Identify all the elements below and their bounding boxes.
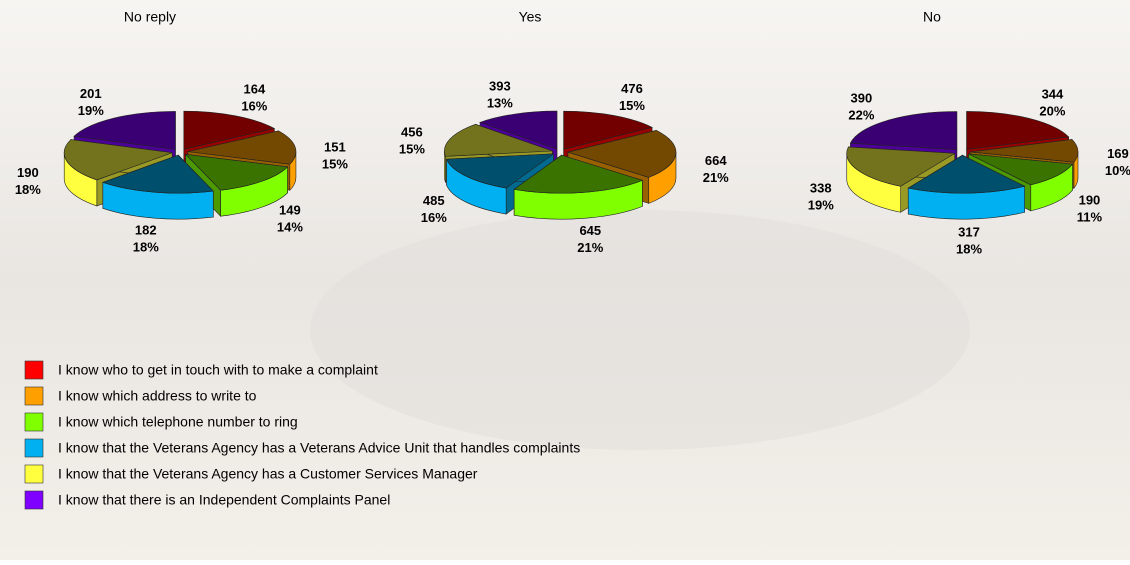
value-label: 201 bbox=[80, 86, 102, 101]
value-label: 190 bbox=[17, 165, 39, 180]
legend-swatch bbox=[25, 361, 43, 379]
chart: No reply 164 16% 201 19% 151 15% 190 18% 149 14% 18… bbox=[0, 0, 1130, 560]
pie-title: Yes bbox=[519, 9, 542, 25]
value-label: 151 bbox=[324, 139, 346, 154]
legend-swatch bbox=[25, 439, 43, 457]
legend-label: I know which address to write to bbox=[58, 388, 257, 404]
percent-label: 21% bbox=[577, 240, 603, 255]
value-label: 190 bbox=[1079, 192, 1101, 207]
value-label: 390 bbox=[851, 90, 873, 105]
value-label: 149 bbox=[279, 202, 301, 217]
pie-title: No bbox=[923, 9, 941, 25]
percent-label: 15% bbox=[399, 142, 425, 157]
value-label: 476 bbox=[621, 81, 643, 96]
value-label: 164 bbox=[244, 82, 266, 97]
value-label: 169 bbox=[1107, 146, 1129, 161]
legend-label: I know that the Veterans Agency has a Cu… bbox=[58, 466, 478, 482]
value-label: 344 bbox=[1042, 87, 1064, 102]
percent-label: 19% bbox=[808, 198, 834, 213]
percent-label: 14% bbox=[277, 219, 303, 234]
value-label: 317 bbox=[958, 224, 980, 239]
legend-label: I know that there is an Independent Comp… bbox=[58, 492, 390, 508]
value-label: 645 bbox=[579, 223, 601, 238]
percent-label: 22% bbox=[848, 107, 874, 122]
percent-label: 11% bbox=[1077, 209, 1103, 224]
value-label: 456 bbox=[401, 125, 423, 140]
legend-swatch bbox=[25, 465, 43, 483]
percent-label: 16% bbox=[421, 210, 447, 225]
legend-swatch bbox=[25, 491, 43, 509]
percent-label: 18% bbox=[133, 240, 159, 255]
percent-label: 20% bbox=[1039, 104, 1065, 119]
value-label: 338 bbox=[810, 181, 832, 196]
value-label: 393 bbox=[489, 78, 511, 93]
pie-title: No reply bbox=[124, 9, 176, 25]
percent-label: 13% bbox=[487, 95, 513, 110]
value-label: 182 bbox=[135, 223, 157, 238]
percent-label: 10% bbox=[1105, 163, 1130, 178]
percent-label: 16% bbox=[241, 99, 267, 114]
percent-label: 18% bbox=[15, 182, 41, 197]
value-label: 664 bbox=[705, 153, 727, 168]
percent-label: 15% bbox=[619, 98, 645, 113]
percent-label: 19% bbox=[78, 103, 104, 118]
percent-label: 15% bbox=[322, 156, 348, 171]
percent-label: 18% bbox=[956, 241, 982, 256]
percent-label: 21% bbox=[703, 170, 729, 185]
legend-swatch bbox=[25, 387, 43, 405]
value-label: 485 bbox=[423, 193, 445, 208]
legend-label: I know that the Veterans Agency has a Ve… bbox=[58, 440, 580, 456]
legend-label: I know which telephone number to ring bbox=[58, 414, 298, 430]
background-shape bbox=[310, 210, 970, 450]
legend-swatch bbox=[25, 413, 43, 431]
legend-label: I know who to get in touch with to make … bbox=[58, 362, 378, 378]
